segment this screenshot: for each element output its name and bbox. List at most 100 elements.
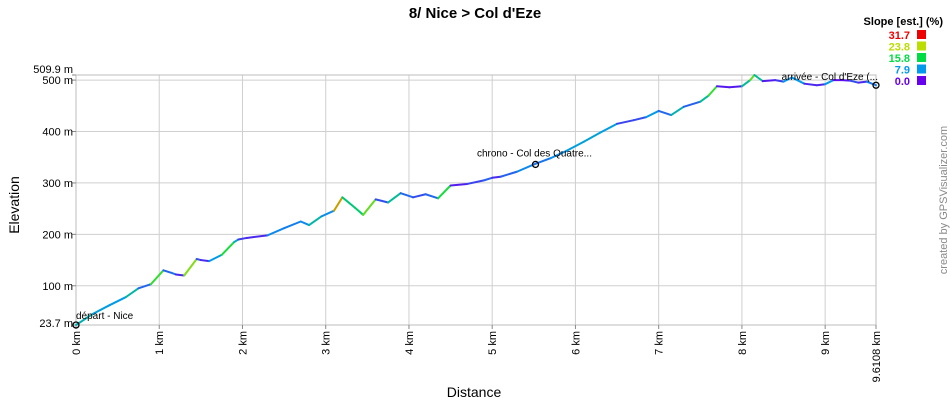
elevation-segment xyxy=(412,193,427,199)
y-tick-label: 200 m xyxy=(42,229,73,241)
x-tick-label: 4 km xyxy=(404,331,416,355)
elevation-segment xyxy=(437,184,452,200)
x-tick-label: 1 km xyxy=(154,331,166,355)
elevation-segment xyxy=(466,179,485,185)
elevation-segment xyxy=(857,80,868,84)
elevation-segment xyxy=(582,131,602,143)
legend-value: 15.8 xyxy=(889,53,910,65)
elevation-segment xyxy=(645,109,660,119)
y-tick-label: 500 m xyxy=(42,75,73,87)
elevation-segment xyxy=(749,74,756,82)
elevation-segment xyxy=(840,79,852,82)
elevation-segment xyxy=(865,80,877,87)
elevation-segment xyxy=(333,196,344,212)
y-tick-label: 509.9 m xyxy=(33,64,73,76)
legend-value: 7.9 xyxy=(895,65,910,77)
legend-value: 0.0 xyxy=(895,76,910,88)
elevation-segment xyxy=(491,175,502,179)
waypoints: départ - Nice chrono - Col des Quatre... a… xyxy=(72,72,880,329)
y-tick-label: 23.7 m xyxy=(39,318,73,330)
elevation-segment xyxy=(91,304,111,316)
slope-legend: Slope [est.] (%) 31.723.815.87.90.0 xyxy=(864,16,944,88)
watermark: created by GPSVisualizer.com xyxy=(938,126,950,274)
elevation-segment xyxy=(237,236,248,241)
elevation-segment xyxy=(715,85,731,89)
elevation-segment xyxy=(682,100,702,108)
x-axis-title: Distance xyxy=(447,384,502,400)
grid xyxy=(75,74,877,326)
legend-swatch xyxy=(917,41,926,51)
legend-swatch xyxy=(917,76,926,85)
elevation-segment xyxy=(532,157,552,166)
elevation-segment xyxy=(566,140,585,152)
elevation-segment xyxy=(174,273,186,277)
y-axis-title: Elevation xyxy=(6,176,22,234)
elevation-segment xyxy=(424,193,440,200)
chart-title: 8/ Nice > Col d'Eze xyxy=(409,5,541,22)
waypoint-marker xyxy=(872,81,880,89)
elevation-segment xyxy=(220,241,236,256)
elevation-segment xyxy=(761,79,777,83)
elevation-segment xyxy=(782,76,793,83)
elevation-segment xyxy=(245,234,269,239)
x-tick-label: 7 km xyxy=(654,331,666,355)
elevation-series xyxy=(75,74,877,326)
x-tick-label: 8 km xyxy=(737,331,749,355)
elevation-segment xyxy=(740,79,752,88)
legend-value: 23.8 xyxy=(889,42,910,54)
y-tick-label: 300 m xyxy=(42,178,73,190)
elevation-segment xyxy=(549,149,569,160)
elevation-segment xyxy=(308,215,323,227)
waypoint-label: chrono - Col des Quatre... xyxy=(477,148,592,159)
elevation-segment xyxy=(449,182,469,187)
elevation-segment xyxy=(266,227,286,237)
legend-title: Slope [est.] (%) xyxy=(864,16,944,28)
elevation-segment xyxy=(108,296,127,307)
elevation-segment xyxy=(341,196,356,209)
x-tick-label: 9.6108 km xyxy=(871,331,883,382)
elevation-segment xyxy=(137,283,152,290)
x-axis-ticks: 0 km 1 km 2 km 3 km 4 km 5 km 6 km 7 km 8 km 9 km… xyxy=(71,325,883,382)
elevation-segment xyxy=(707,85,718,97)
elevation-segment xyxy=(482,176,494,182)
elevation-segment xyxy=(774,79,785,83)
legend-swatch xyxy=(917,53,926,62)
elevation-segment xyxy=(790,76,806,85)
elevation-segment xyxy=(208,253,223,263)
elevation-segment xyxy=(728,85,743,89)
legend-swatch xyxy=(917,64,926,74)
elevation-segment xyxy=(753,74,764,83)
x-tick-label: 0 km xyxy=(71,331,83,355)
elevation-segment xyxy=(499,170,519,178)
x-tick-label: 6 km xyxy=(570,331,582,355)
elevation-segment xyxy=(199,259,211,263)
elevation-segment xyxy=(283,220,302,230)
plot-area-frame xyxy=(75,74,877,326)
legend-value: 31.7 xyxy=(889,30,910,42)
elevation-segment xyxy=(824,79,835,86)
elevation-segment xyxy=(149,269,165,286)
elevation-segment xyxy=(849,79,860,84)
x-tick-label: 2 km xyxy=(237,331,249,355)
elevation-segment xyxy=(657,109,673,117)
elevation-segment xyxy=(632,116,648,122)
elevation-segment xyxy=(162,269,173,274)
elevation-segment xyxy=(516,163,535,173)
elevation-segment xyxy=(374,198,390,204)
waypoint-marker xyxy=(531,160,540,169)
y-tick-label: 400 m xyxy=(42,127,73,139)
elevation-segment xyxy=(387,192,402,204)
x-tick-label: 3 km xyxy=(321,331,333,355)
elevation-segment xyxy=(399,192,415,199)
y-tick-label: 100 m xyxy=(42,281,73,293)
elevation-segment xyxy=(803,82,818,87)
elevation-segment xyxy=(124,287,140,299)
x-tick-label: 9 km xyxy=(820,331,832,355)
elevation-segment xyxy=(670,105,685,117)
elevation-segment xyxy=(815,83,827,87)
waypoint-label: arrivée - Col d'Eze (... xyxy=(782,72,878,83)
x-tick-label: 5 km xyxy=(487,331,499,355)
elevation-segment xyxy=(599,122,619,134)
